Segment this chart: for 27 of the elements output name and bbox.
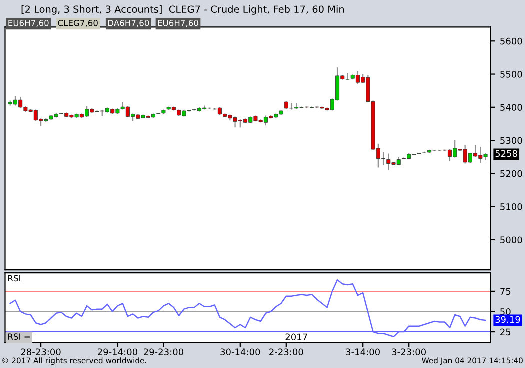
text: CLEG7,60 bbox=[58, 20, 98, 28]
x-tick-label: 2-23:00 bbox=[270, 348, 304, 356]
y-tick-label: 5200 bbox=[500, 170, 522, 178]
x-tick-label: 29-14:00 bbox=[98, 348, 138, 356]
y-tick-label: 25 bbox=[500, 328, 511, 336]
x-tick-label: 28-23:00 bbox=[21, 348, 61, 356]
y-tick-label: 5400 bbox=[500, 104, 522, 111]
y-tick-label: 75 bbox=[500, 288, 511, 296]
x-tick-label: 29-23:00 bbox=[144, 348, 184, 356]
annotation: RSI = bbox=[8, 334, 30, 340]
y-tick-label: 5600 bbox=[500, 38, 522, 45]
annotation: 39.19 bbox=[496, 316, 520, 324]
y-tick-label: 5100 bbox=[500, 204, 522, 210]
chart-title: [2 Long, 3 Short, 3 Accounts] CLEG7 - Crude Light, Feb 17, 60 Min bbox=[22, 6, 344, 15]
annotation: RSI bbox=[8, 275, 20, 282]
text: DA6H7,60 bbox=[108, 20, 150, 28]
y-tick-label: 50 bbox=[500, 308, 511, 316]
x-tick-label: 30-14:00 bbox=[220, 348, 260, 356]
text: EU6H7,60 bbox=[8, 20, 49, 28]
annotation: 2017 bbox=[286, 334, 308, 341]
x-tick-label: 3-23:00 bbox=[392, 348, 426, 356]
x-tick-label: 3-14:00 bbox=[346, 348, 380, 356]
text: EU6H7,60 bbox=[158, 20, 198, 28]
y-tick-label: 5300 bbox=[500, 137, 522, 144]
y-tick-label: 5500 bbox=[500, 71, 522, 78]
y-tick-label: 5000 bbox=[500, 236, 522, 244]
annotation: 5258 bbox=[496, 150, 518, 158]
